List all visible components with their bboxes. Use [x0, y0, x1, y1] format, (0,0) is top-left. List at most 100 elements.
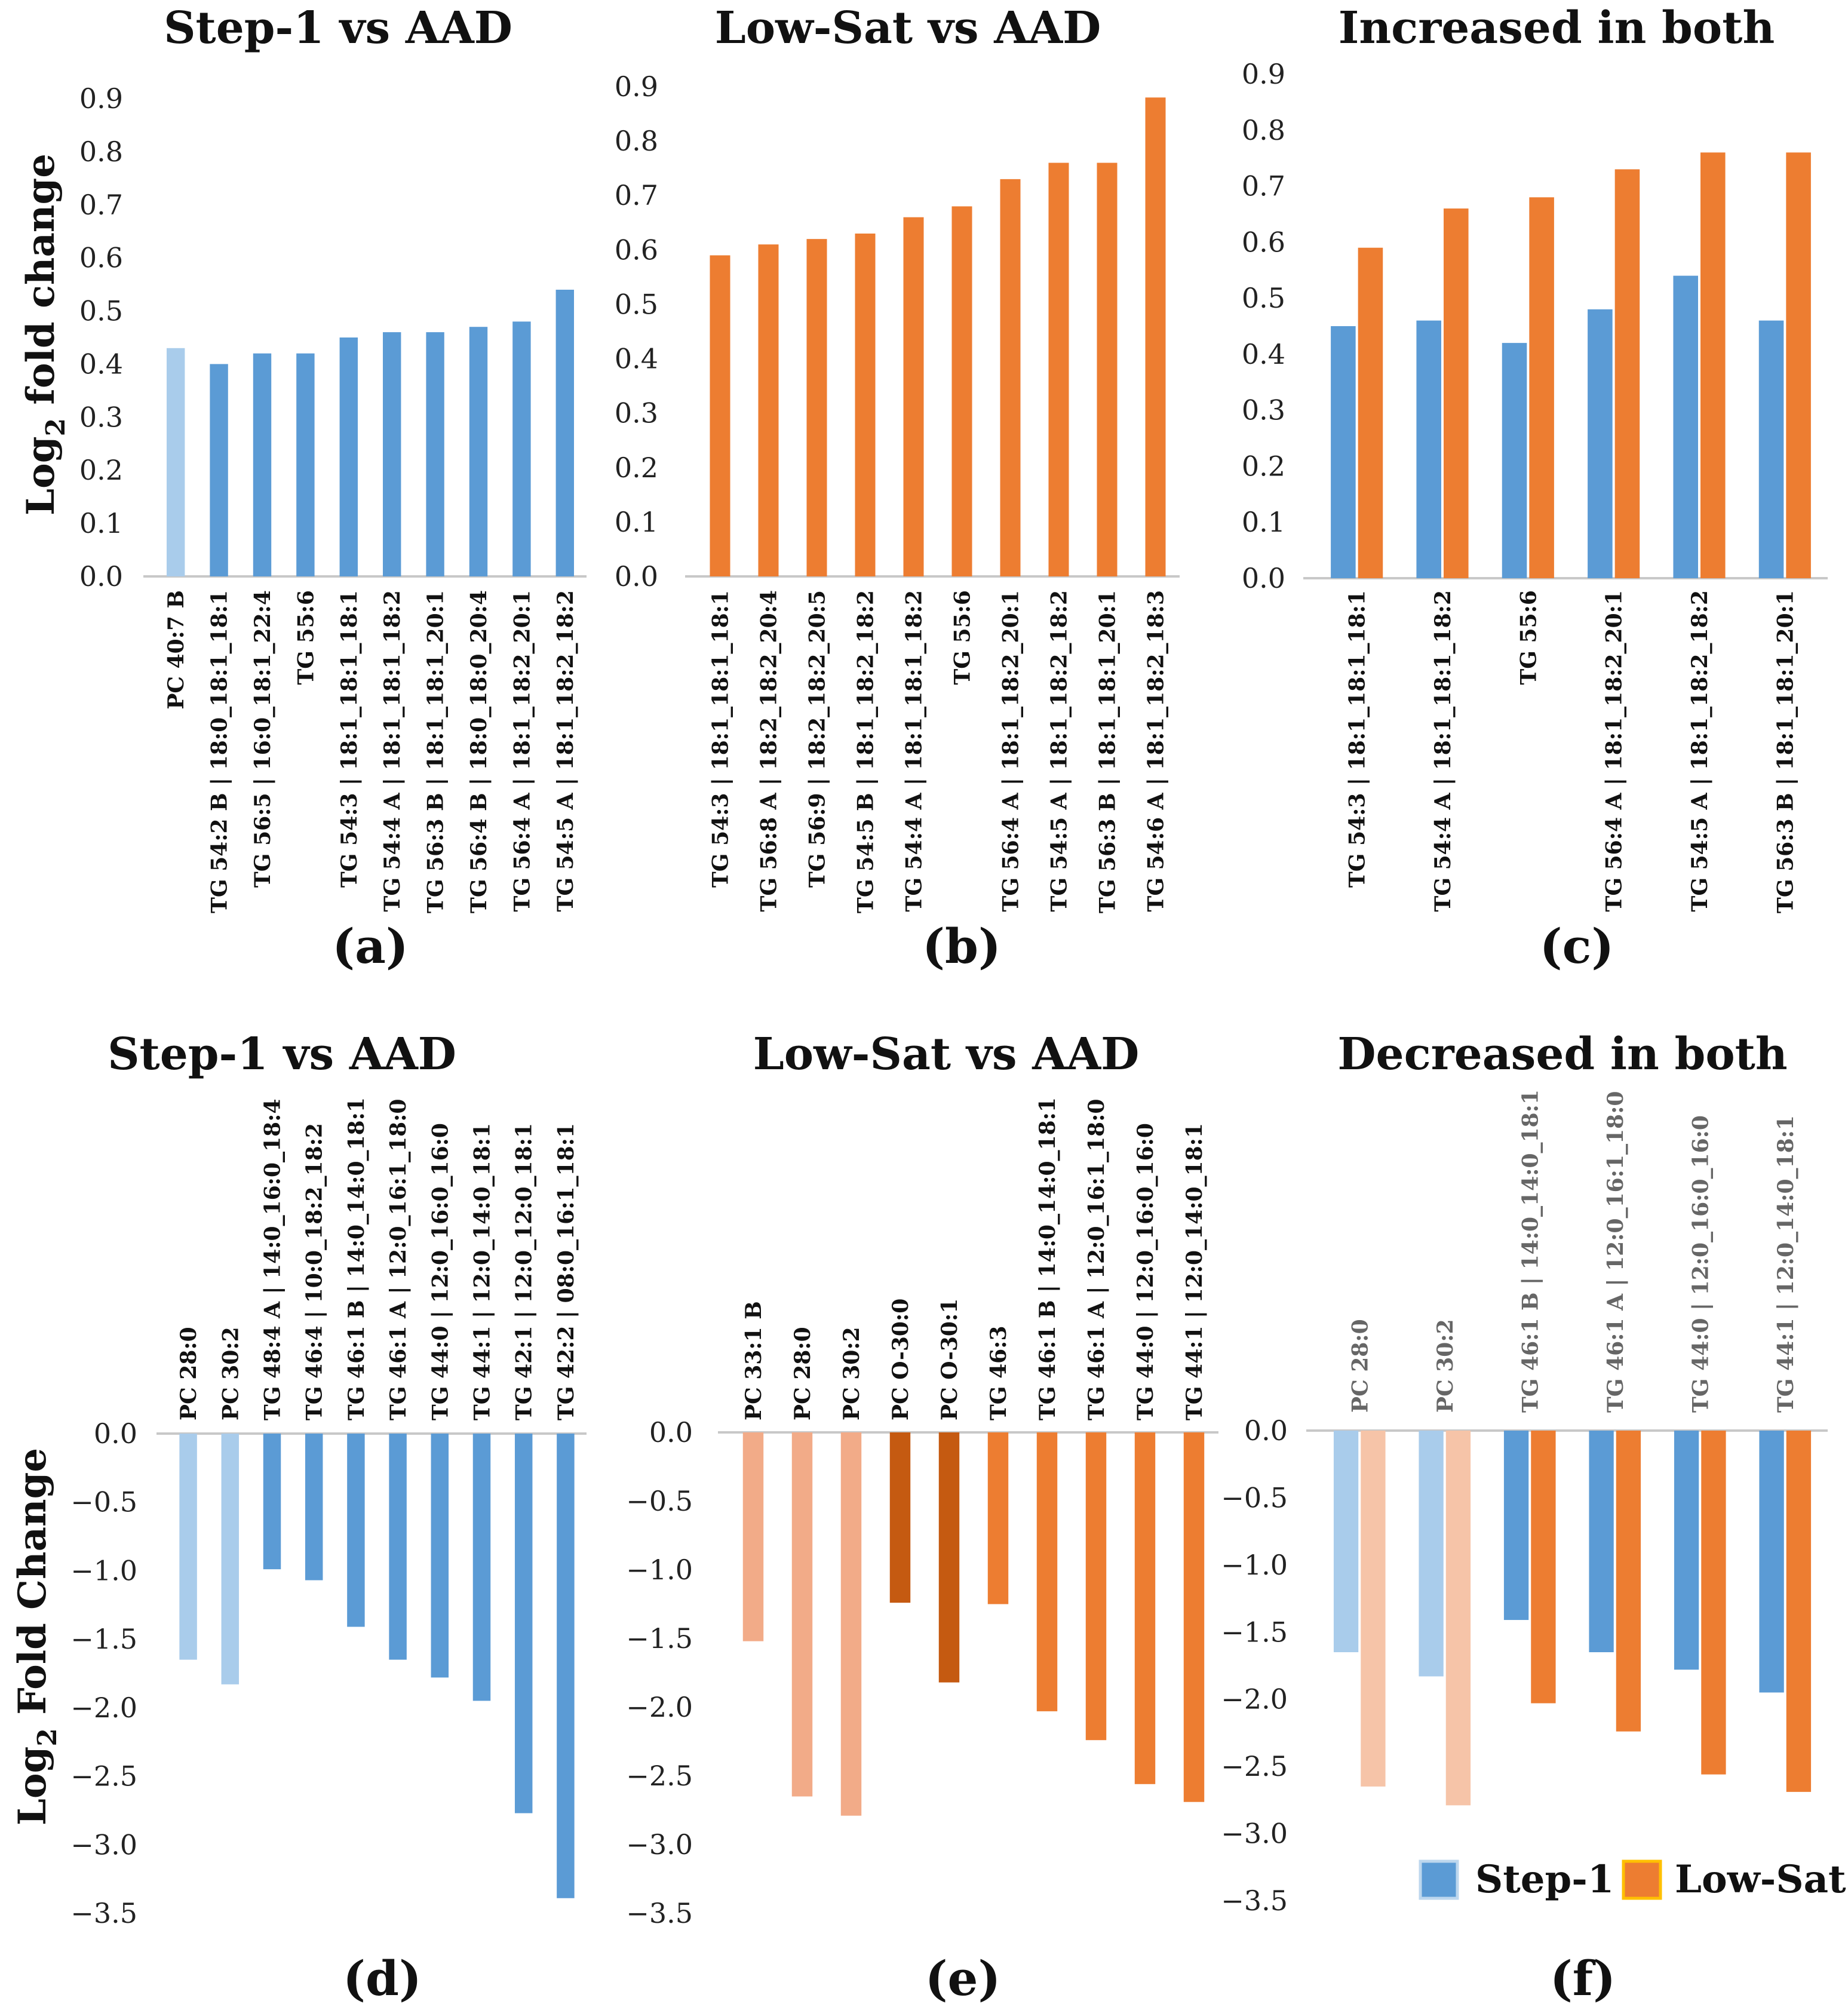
y-tick-label: −3.0 [70, 1828, 137, 1861]
y-tick-label: 0.9 [1242, 58, 1285, 90]
category-label: TG 54:5 B | 18:1_18:2_18:2 [854, 590, 879, 913]
top-y-axis-label-subscript: 2 [41, 418, 71, 437]
y-tick-label: 0.3 [615, 397, 658, 429]
category-label: TG 46:1 B | 14:0_14:0_18:1 [1518, 1090, 1543, 1413]
legend-label-lowsat: Low-Sat [1675, 1857, 1846, 1902]
bar-step-1-10 [557, 1434, 575, 1898]
category-label: TG 44:0 | 12:0_16:0_16:0 [1133, 1123, 1158, 1420]
top-y-axis-label: Log2 fold change [19, 154, 71, 515]
bar-low-sat-4 [855, 234, 876, 576]
bar-step-1-6 [382, 332, 401, 576]
y-tick-label: −1.5 [70, 1623, 137, 1655]
bar-low-sat-6 [1786, 152, 1811, 579]
category-label: TG 56:8 A | 18:2_18:2_20:4 [757, 590, 782, 912]
category-label: TG 54:3 | 18:1_18:1_18:1 [337, 590, 362, 888]
legend-swatch-lowsat [1622, 1859, 1662, 1900]
category-label: TG 55:6 [950, 590, 975, 685]
category-label: TG 56:5 | 16:0_18:1_22:4 [250, 590, 275, 888]
bar-low-sat-2 [1444, 208, 1469, 579]
y-tick-label: 0.3 [79, 401, 123, 433]
category-label: TG 56:3 B | 18:1_18:1_20:1 [1095, 590, 1121, 913]
y-tick-label: −1.5 [626, 1622, 693, 1655]
category-label: TG 44:0 | 12:0_16:0_16:0 [1688, 1115, 1713, 1413]
bar-step-1-8 [469, 327, 488, 576]
y-tick-label: −2.0 [626, 1691, 693, 1723]
category-label: TG 46:4 | 10:0_18:2_18:2 [302, 1123, 327, 1420]
y-tick-label: −3.0 [626, 1828, 693, 1861]
y-tick-label: 0.6 [615, 234, 658, 266]
chart-title: Low-Sat vs AAD [715, 2, 1101, 54]
category-label: TG 44:1 | 12:0_14:0_18:1 [470, 1123, 495, 1420]
category-label: TG 54:5 A | 18:1_18:2_18:2 [1047, 590, 1072, 912]
y-tick-label: 0.4 [615, 343, 658, 375]
y-tick-label: 0.1 [79, 507, 123, 539]
bar-low-sat-5 [903, 217, 924, 577]
category-label: PC O-30:0 [888, 1299, 913, 1420]
bar-step-1-8 [472, 1434, 491, 1701]
legend: Step-1 Low-Sat [1419, 1857, 1846, 1902]
y-tick-label: 0.8 [79, 136, 123, 168]
bar-step-1-3 [1503, 1431, 1529, 1621]
bar-low-sat-9 [1134, 1432, 1156, 1784]
category-label: TG 54:4 A | 18:1_18:1_18:2 [902, 590, 927, 912]
bar-step-1-5 [1674, 1431, 1699, 1670]
y-tick-label: −2.5 [626, 1760, 693, 1792]
y-tick-label: 0.2 [1242, 450, 1285, 482]
category-label: TG 54:3 | 18:1_18:1_18:1 [708, 590, 733, 888]
category-label: PC 28:0 [790, 1327, 815, 1420]
category-label: TG 54:4 A | 18:1_18:1_18:2 [380, 590, 405, 912]
bar-step-1-2 [1419, 1431, 1444, 1677]
category-label: PC 28:0 [176, 1327, 201, 1420]
y-tick-label: −3.0 [1221, 1818, 1288, 1850]
bar-step-1-7 [426, 332, 444, 576]
y-tick-label: −1.0 [70, 1554, 137, 1586]
y-tick-label: −2.0 [70, 1692, 137, 1724]
category-label: TG 46:1 A | 12:0_16:1_18:0 [1603, 1091, 1628, 1413]
y-tick-label: −3.5 [626, 1897, 693, 1929]
bar-step-1-5 [1673, 275, 1698, 578]
category-label: PC 30:2 [839, 1327, 864, 1420]
y-tick-label: 0.0 [79, 560, 123, 593]
y-tick-label: −3.5 [70, 1897, 137, 1929]
y-tick-label: 0.0 [615, 560, 658, 593]
bar-low-sat-4 [1616, 1431, 1641, 1732]
y-tick-label: 0.4 [1242, 338, 1285, 370]
bar-step-1-2 [1416, 320, 1441, 578]
bar-low-sat-10 [1183, 1432, 1205, 1802]
panel-label: (f) [1550, 1950, 1616, 2006]
bar-step-1-2 [210, 364, 228, 576]
bar-low-sat-3 [1531, 1431, 1556, 1704]
bar-step-1-3 [253, 353, 272, 576]
bar-step-1-2 [221, 1434, 240, 1684]
bar-step-1-5 [347, 1434, 365, 1627]
category-label: TG 46:1 B | 14:0_14:0_18:1 [1035, 1097, 1060, 1420]
y-tick-label: −1.0 [626, 1554, 693, 1586]
y-tick-label: 0.8 [1242, 114, 1285, 146]
bar-low-sat-6 [951, 206, 972, 576]
y-tick-label: 0.2 [79, 454, 123, 486]
bar-step-1-6 [1758, 320, 1784, 578]
bar-step-1-7 [431, 1434, 449, 1678]
category-label: TG 54:2 B | 18:0_18:1_18:1 [207, 590, 232, 913]
y-tick-label: 0.7 [615, 179, 658, 211]
chart-panel-d: Step-1 vs AAD (d) 0.0 −0.5 −1.0 −1.5 −2.0 −2.5 −… [70, 1029, 587, 2006]
category-label: TG 54:3 | 18:1_18:1_18:1 [1345, 590, 1370, 888]
y-tick-label: 0.0 [649, 1416, 693, 1449]
category-label: TG 56:4 A | 18:1_18:2_20:1 [1602, 590, 1627, 912]
y-tick-label: −1.0 [1221, 1549, 1288, 1581]
y-tick-label: −1.5 [1221, 1616, 1288, 1648]
bar-step-1-6 [389, 1434, 407, 1660]
y-tick-label: 0.7 [1242, 170, 1285, 202]
bar-step-1-5 [339, 337, 358, 576]
y-tick-label: −2.5 [70, 1760, 137, 1793]
bar-step-1-3 [263, 1434, 281, 1570]
category-label: TG 54:6 A | 18:1_18:2_18:3 [1144, 590, 1169, 912]
category-label: TG 48:4 A | 14:0_16:0_18:4 [260, 1099, 286, 1420]
y-tick-label: −2.5 [1221, 1750, 1288, 1782]
y-tick-label: 0.3 [1242, 394, 1285, 426]
y-tick-label: −2.0 [1221, 1683, 1288, 1716]
bar-low-sat-1 [742, 1432, 764, 1641]
category-label: TG 42:1 | 12:0_12:0_18:1 [512, 1123, 537, 1420]
bar-low-sat-4 [1614, 169, 1640, 578]
